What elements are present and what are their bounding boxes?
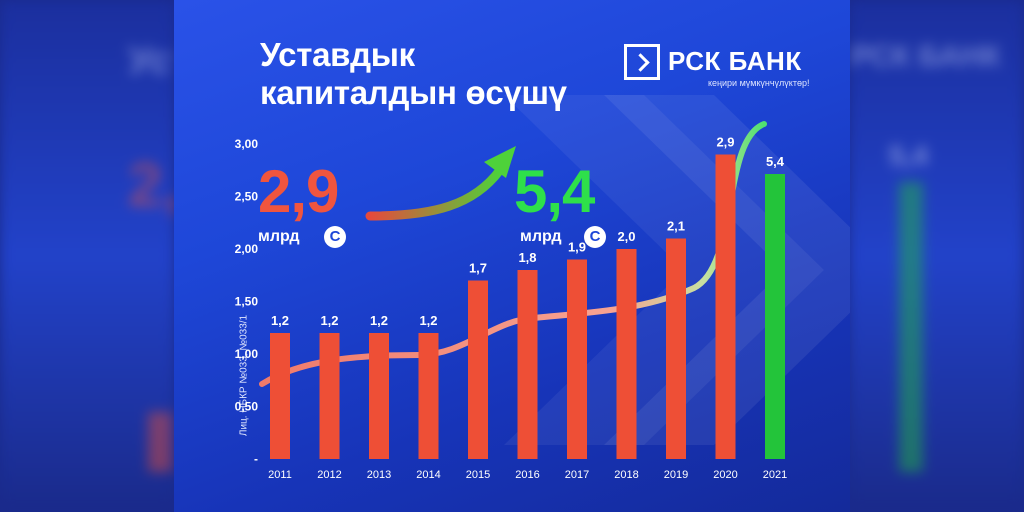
logo-tagline: кеңири мүмкүнчүлүктөр! [708,78,810,88]
growth-arrow-icon [365,165,505,221]
bar-value-label: 2,9 [716,135,734,150]
title-line-2: капиталдын өсүшү [260,74,567,111]
y-tick-label: 0,50 [235,400,259,414]
infographic-panel: Уставдык капиталдын өсүшү РСК БАНК кеңир… [174,0,850,512]
som-currency-icon: С [324,226,346,248]
page-title: Уставдык капиталдын өсүшү [260,36,567,112]
bar-2015 [468,280,488,459]
y-tick-label: - [254,452,258,466]
x-tick-label: 2017 [565,469,589,481]
ghost-value-right: 5,4 [889,140,928,171]
bar-value-label: 1,2 [271,313,289,328]
background-chevrons [504,95,850,445]
capital-from-unit: млрд [258,228,300,245]
background-left-blur: Уставдык 2,9 [0,0,175,512]
bar-value-label: 1,2 [370,313,388,328]
ghost-value-left: 2,9 [128,151,175,220]
y-tick-label: 1,00 [235,347,259,361]
bar-2016 [517,270,538,459]
y-tick-label: 2,50 [235,190,259,204]
y-tick-label: 2,00 [235,242,259,256]
x-tick-label: 2013 [367,469,391,481]
bar-2014 [418,333,439,459]
som-currency-icon: С [584,226,606,248]
x-tick-label: 2014 [416,469,440,481]
bar-2013 [369,333,389,459]
ghost-bar-left [148,412,172,472]
ghost-logo-right: РСК БАНК [851,40,1001,73]
bar-value-label: 1,2 [320,313,338,328]
x-tick-label: 2011 [268,469,292,481]
growth-arrow [365,146,516,221]
x-tick-label: 2018 [614,469,638,481]
x-tick-label: 2019 [664,469,688,481]
bar-value-label: 1,8 [518,250,536,265]
bar-value-label: 2,1 [667,219,685,234]
x-tick-label: 2021 [763,469,787,481]
title-line-1: Уставдык [260,36,415,73]
bar-2019 [666,238,686,459]
capital-to-unit: млрд [520,228,562,245]
x-tick-label: 2015 [466,469,490,481]
ghost-bar-right [899,182,923,472]
bar-2017 [567,259,587,459]
capital-from-value: 2,9 [258,158,339,225]
bar-2018 [616,249,637,459]
bar-value-label: 1,2 [419,313,437,328]
bar-value-label: 1,7 [469,261,487,276]
bank-logo: РСК БАНК кеңири мүмкүнчүлүктөр! [624,44,814,94]
x-tick-label: 2020 [713,469,737,481]
y-tick-label: 1,50 [235,295,259,309]
bar-2011 [270,333,290,459]
ghost-title-left: Уставдык [128,40,175,82]
bar-value-label: 5,4 [766,154,785,169]
bar-value-label: 1,9 [568,240,586,255]
capital-bar-chart: - 0,50 1,00 1,50 2,00 2,50 3,00 1,2 2011 1,2 2012 1… [235,121,787,481]
background-right-blur: РСК БАНК 5,4 [849,0,1024,512]
bar-2021 [765,174,785,459]
logo-name: РСК БАНК [668,46,802,76]
y-tick-label: 3,00 [235,137,259,151]
bar-2020 [715,154,736,459]
logo-mark-icon [624,44,660,80]
bar-value-label: 2,0 [617,229,635,244]
capital-to-value: 5,4 [514,158,595,225]
bar-2012 [319,333,340,459]
x-tick-label: 2012 [317,469,341,481]
x-tick-label: 2016 [515,469,539,481]
